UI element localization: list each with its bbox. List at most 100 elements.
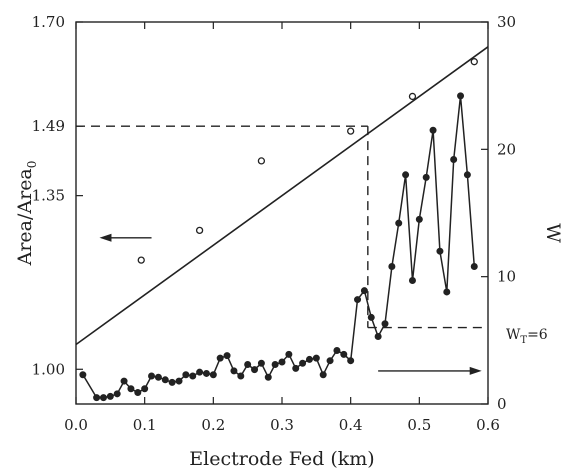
- w-data-point: [202, 369, 210, 377]
- area-data-point: [257, 157, 266, 165]
- w-data-point: [312, 354, 320, 362]
- y-left-axis-ticks: 1.00 1.35 1.49 1.70: [32, 13, 83, 378]
- w-data-point: [113, 390, 121, 398]
- w-data-point: [381, 320, 389, 328]
- w-data-point: [148, 372, 156, 380]
- threshold-annotation-symbol: W: [506, 327, 521, 343]
- y-left-axis-label: Area/Area0: [14, 161, 39, 267]
- area-fit-line: [75, 46, 489, 346]
- w-data-point: [340, 350, 348, 358]
- w-data-point: [134, 389, 142, 397]
- threshold-annotation-value: =6: [527, 327, 548, 343]
- x-tick-label: 0.3: [270, 416, 294, 434]
- w-series: [79, 92, 478, 402]
- w-data-point: [161, 376, 169, 384]
- w-data-point: [209, 371, 217, 379]
- w-data-point: [429, 126, 437, 134]
- w-data-point: [175, 377, 183, 385]
- y-right-tick-label: 20: [497, 140, 516, 158]
- w-data-point: [333, 347, 341, 355]
- w-data-point: [395, 219, 403, 227]
- y-right-tick-label: 30: [497, 13, 516, 31]
- left-axis-arrow-head: [99, 233, 112, 242]
- area-series: [75, 46, 489, 346]
- w-data-point: [127, 385, 135, 393]
- w-data-point: [415, 215, 423, 223]
- w-data-point: [292, 364, 300, 372]
- series-arrows: [99, 233, 482, 375]
- x-tick-label: 0.4: [339, 416, 363, 434]
- area-data-point: [137, 256, 145, 264]
- area-data-point: [408, 92, 417, 101]
- w-data-point: [168, 378, 176, 386]
- y-right-axis-label: W: [542, 223, 564, 243]
- w-data-point: [223, 352, 231, 360]
- w-data-point: [326, 357, 334, 365]
- w-data-point: [182, 371, 190, 379]
- w-data-point: [408, 276, 416, 284]
- w-data-point: [251, 366, 259, 374]
- plot-area-frame: [75, 21, 489, 405]
- y-left-axis-label-subscript: 0: [25, 161, 39, 169]
- w-data-point: [285, 350, 293, 358]
- y-right-tick-label: 10: [497, 268, 516, 286]
- area-data-point: [470, 58, 478, 66]
- w-data-point: [79, 371, 87, 379]
- w-data-point: [237, 372, 245, 380]
- x-tick-label: 0.1: [133, 416, 157, 434]
- area-data-point: [195, 226, 204, 235]
- w-series-line: [82, 95, 476, 399]
- w-data-point: [347, 357, 355, 365]
- w-data-point: [189, 372, 197, 380]
- right-axis-arrow-head: [469, 366, 482, 375]
- w-data-point: [422, 173, 430, 181]
- threshold-annotation: WT=6: [506, 327, 548, 346]
- w-data-point: [264, 373, 272, 381]
- y-right-axis-ticks: 0 10 20 30: [481, 13, 516, 413]
- w-data-point: [374, 333, 382, 341]
- y-left-tick-label: 1.00: [32, 360, 65, 378]
- guide-lines: [76, 125, 488, 329]
- w-data-point: [216, 354, 224, 362]
- w-data-point: [354, 296, 362, 304]
- w-data-point: [305, 355, 313, 363]
- w-data-point: [93, 394, 101, 402]
- x-axis-ticks: 0.0 0.1 0.2 0.3 0.4 0.5 0.6: [64, 22, 500, 434]
- w-data-point: [402, 171, 410, 179]
- w-data-point: [299, 359, 307, 367]
- w-data-point: [196, 368, 204, 376]
- w-data-point: [463, 171, 471, 179]
- x-axis-label: Electrode Fed (km): [189, 448, 374, 470]
- w-data-point: [443, 288, 451, 296]
- x-tick-label: 0.6: [476, 416, 500, 434]
- w-data-point: [470, 262, 478, 270]
- x-tick-label: 0.5: [407, 416, 431, 434]
- y-left-tick-label: 1.35: [32, 187, 65, 205]
- w-data-point: [120, 377, 128, 385]
- w-data-point: [450, 156, 458, 164]
- y-left-tick-label: 1.70: [32, 13, 65, 31]
- w-data-point: [436, 247, 444, 255]
- area-data-point: [347, 127, 355, 135]
- y-left-axis-label-text: Area/Area: [14, 168, 36, 266]
- y-left-tick-label: 1.49: [32, 117, 65, 135]
- w-data-point: [388, 262, 396, 270]
- w-data-point: [230, 367, 238, 375]
- w-data-point: [154, 373, 162, 381]
- w-data-point: [141, 385, 149, 393]
- w-data-point: [244, 361, 252, 369]
- w-data-point: [106, 392, 114, 400]
- w-data-point: [360, 287, 368, 295]
- y-right-tick-label: 0: [497, 395, 507, 413]
- w-data-point: [99, 394, 107, 402]
- w-data-point: [271, 361, 279, 369]
- x-tick-label: 0.2: [201, 416, 225, 434]
- w-data-point: [278, 358, 286, 366]
- w-data-point: [319, 371, 327, 379]
- w-data-point: [257, 359, 265, 367]
- threshold-annotation-subscript: T: [520, 335, 527, 346]
- w-data-point: [367, 313, 375, 321]
- w-data-point: [457, 92, 465, 100]
- x-tick-label: 0.0: [64, 416, 88, 434]
